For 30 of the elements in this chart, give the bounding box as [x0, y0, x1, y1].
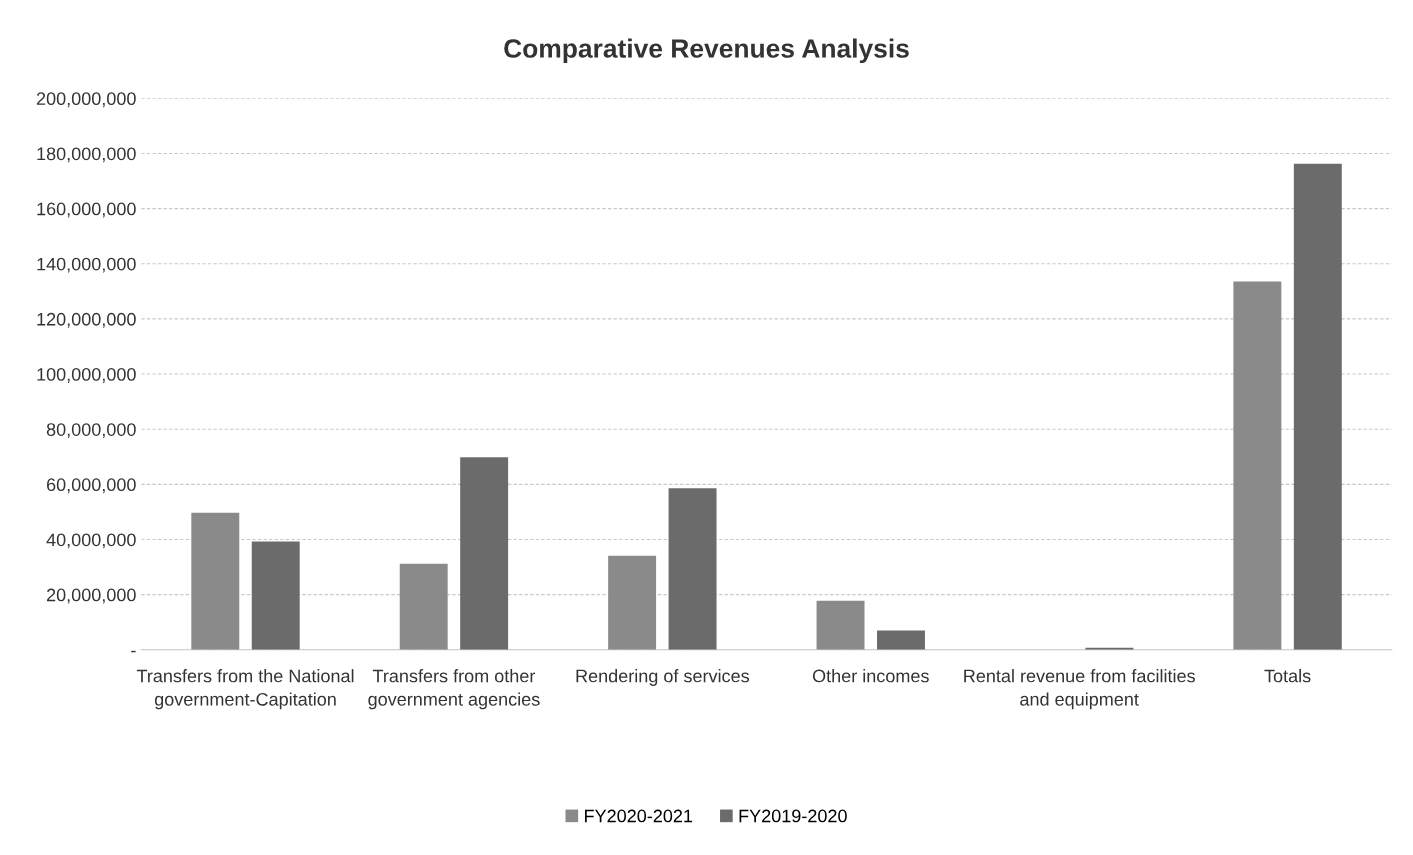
y-tick-label: 80,000,000 — [46, 423, 136, 439]
chart-title: Comparative Revenues Analysis — [504, 38, 909, 64]
x-tick-label: Rental revenue from facilities and equipment — [964, 669, 1195, 710]
bar — [877, 630, 925, 650]
y-tick-label: 60,000,000 — [47, 478, 136, 494]
y-tick-label: 180,000,000 — [37, 147, 136, 163]
bar — [668, 488, 717, 650]
bar — [1293, 163, 1342, 650]
x-tick-label: Totals — [1264, 669, 1311, 683]
bar — [816, 600, 865, 650]
bar — [608, 555, 657, 650]
legend-label: FY2020-2021 — [585, 809, 693, 823]
y-tick-label: 120,000,000 — [37, 312, 136, 328]
y-tick-label: 100,000,000 — [37, 368, 136, 383]
y-tick-label: 40,000,000 — [46, 533, 136, 549]
legend-label: FY2019-2020 — [739, 809, 847, 823]
bar — [460, 457, 509, 650]
x-tick-label: Rendering of services — [576, 669, 750, 686]
bar — [251, 541, 300, 650]
x-tick-label: Transfers from other government agencies — [368, 669, 540, 710]
y-tick-label: - — [131, 650, 136, 653]
y-tick-label: 200,000,000 — [36, 92, 136, 108]
bar — [399, 563, 448, 650]
y-tick-label: 140,000,000 — [37, 257, 136, 273]
bar — [1233, 281, 1282, 650]
x-tick-label: Transfers from the National government-Capitation — [136, 669, 354, 710]
bar — [191, 512, 240, 650]
y-tick-label: 160,000,000 — [37, 202, 136, 218]
y-tick-label: 20,000,000 — [46, 588, 136, 604]
x-tick-label: Other incomes — [812, 669, 929, 683]
